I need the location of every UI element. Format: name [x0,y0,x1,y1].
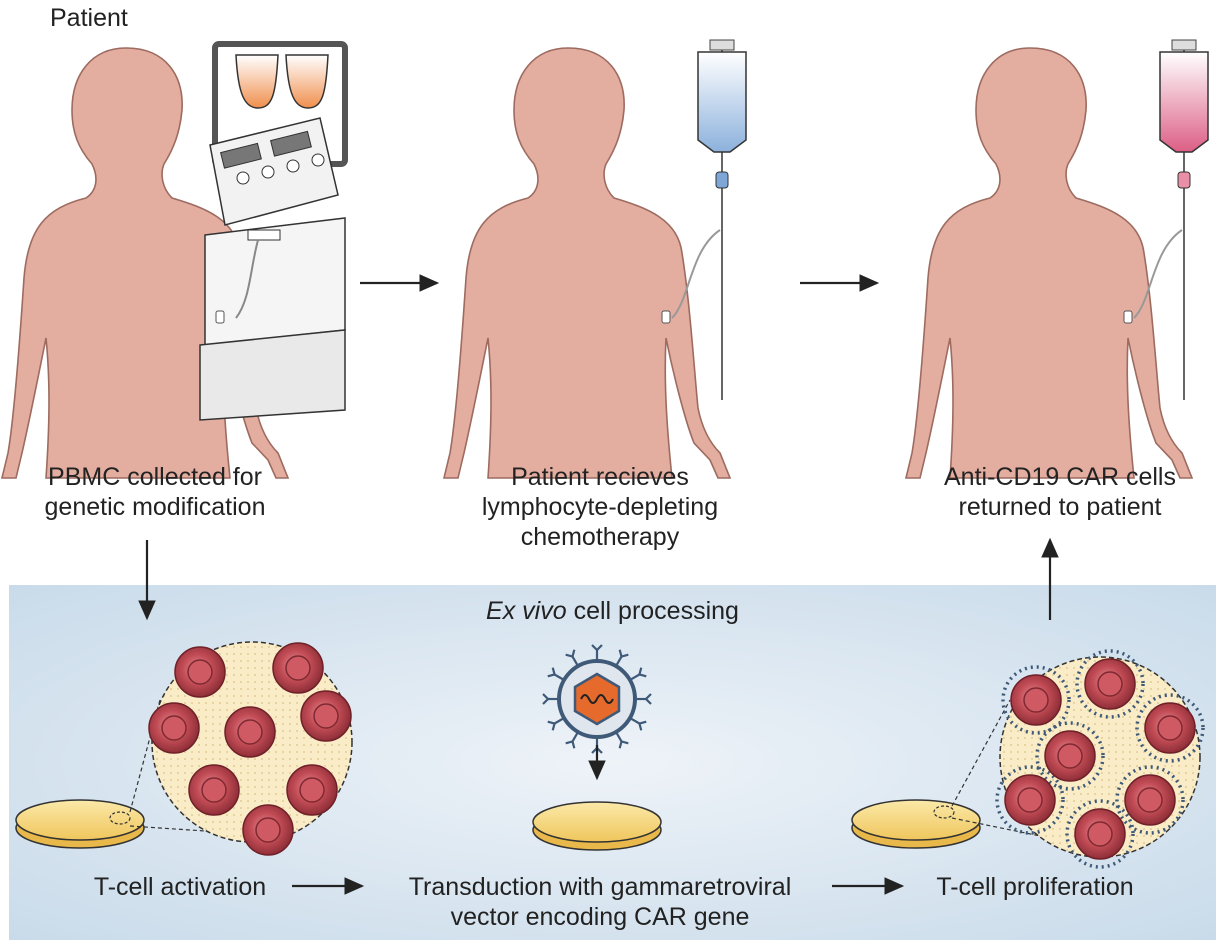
t-cell-proliferation-label: T-cell proliferation [936,873,1134,901]
petri-dish-activation [15,799,145,849]
gammaretrovirus-icon [541,643,653,755]
step-return-label: Anti-CD19 CAR cells returned to patient [943,463,1176,521]
apheresis-machine [199,41,348,421]
step-chemo-label: Patient recieves lymphocyte-depleting ch… [481,463,719,551]
transduction-label: Transduction with gammaretroviral vector… [408,873,792,931]
chemo-iv-bag [661,39,747,400]
magnified-activated-t-cells [148,641,353,856]
car-cell-iv-bag [1123,39,1209,400]
patient-2-figure [443,47,731,479]
step-collect-label: PBMC collected for genetic modification [44,463,266,521]
petri-dish-proliferation [851,799,981,849]
magnified-car-t-cells [995,649,1205,869]
petri-dish-transduction [532,801,662,851]
t-cell-activation-label: T-cell activation [93,873,267,901]
patient-label: Patient [50,4,128,32]
ex-vivo-panel-title: Ex vivo cell processing [486,597,739,625]
patient-3-figure [905,47,1193,479]
